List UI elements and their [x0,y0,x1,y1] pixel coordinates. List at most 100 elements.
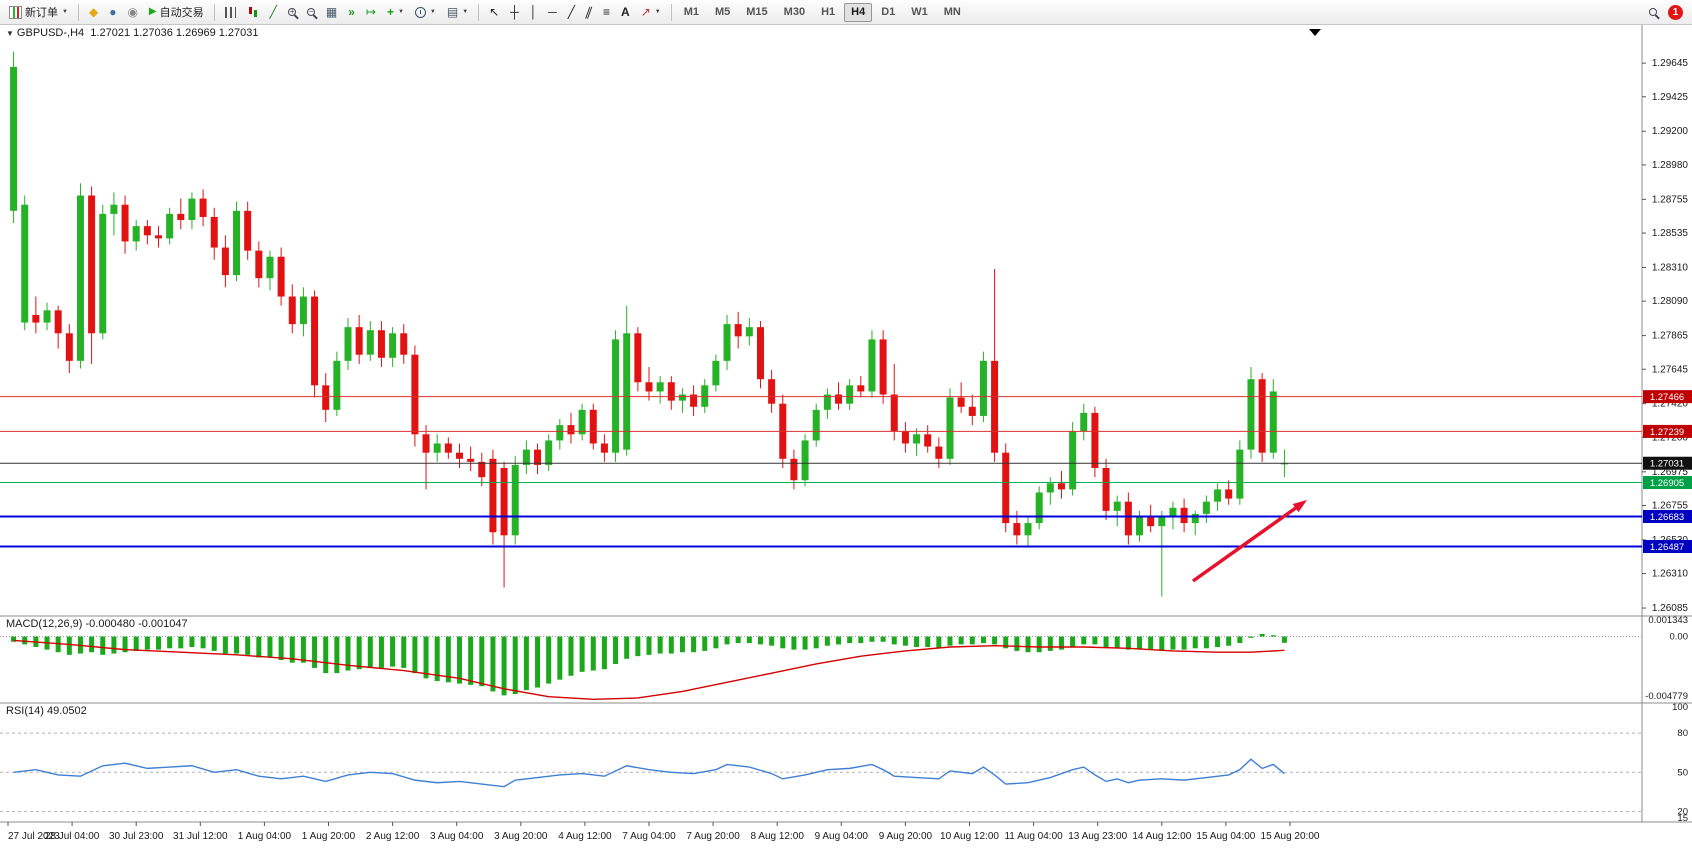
channel-button[interactable]: ∥ [581,2,597,23]
candle-body [656,382,664,392]
price-axis-label: 1.28310 [1652,262,1689,273]
macd-bar [958,636,964,645]
chart-shift-button[interactable]: ↦ [361,2,381,23]
price-flag [1643,390,1692,404]
candlestick-chart-button[interactable] [242,2,264,23]
tf-button-M5[interactable]: M5 [708,3,737,22]
tf-button-H4[interactable]: H4 [844,2,873,22]
crosshair-icon: ┼ [510,5,519,19]
price-flag-label: 1.27239 [1650,427,1684,438]
autotrading-label: 自动交易 [159,7,204,19]
symbol-label: GBPUSD-,H4 [16,27,85,39]
tile-windows-button[interactable]: ▦ [321,2,342,23]
tf-button-MN[interactable]: MN [937,3,968,22]
chart-canvas[interactable]: 1.29645 1.29425 1.29200 1.28980 1.28755 1.285… [0,25,1692,852]
tf-button-D1[interactable]: D1 [874,3,902,22]
time-axis-label: 8 Aug 12:00 [751,831,805,842]
candle-body [355,327,363,355]
candle-body [1136,516,1144,536]
candle-body [578,409,586,435]
macd-bar [847,636,853,644]
macd-bar [55,636,61,653]
trendline-button[interactable]: ╱ [563,2,580,23]
arrows-tool-button[interactable]: ↗ ▼ [636,2,666,23]
autotrading-button[interactable]: ▶ 自动交易 [144,2,209,23]
macd-bar [1270,635,1276,637]
vertical-line-icon: │ [529,5,538,19]
candle-body [1013,523,1021,536]
arrow-annotation[interactable] [1191,496,1310,583]
search-icon [1649,8,1657,16]
price-axis-label: 1.27420 [1652,399,1689,410]
candle-body [400,333,408,355]
tf-button-M30[interactable]: M30 [777,3,812,22]
accounts-button[interactable]: ● [104,2,121,23]
macd-bar [468,636,474,685]
candle-body [924,434,932,447]
indicators-button[interactable]: + ▼ [382,2,409,23]
periods-button[interactable]: ▼ [410,2,441,23]
new-order-label: 新订单 [25,7,58,19]
crosshair-button[interactable]: ┼ [505,2,524,23]
rsi-axis-label: 20 [1677,806,1688,817]
tf-button-H1[interactable]: H1 [814,3,842,22]
candle-body [612,339,620,453]
line-chart-button[interactable]: ╱ [265,2,282,23]
bar-chart-button[interactable] [220,2,241,23]
macd-bar [378,636,384,668]
zoom-out-button[interactable]: − [302,2,320,23]
macd-bar [1192,636,1198,649]
bar-chart-icon [224,6,236,18]
candle-body [76,195,84,361]
macd-bar [155,636,161,650]
zoom-in-button[interactable]: + [283,2,301,23]
fibonacci-button[interactable]: ≡ [598,2,615,23]
chart-shift-marker[interactable] [1309,29,1321,36]
collapse-icon[interactable]: ▼ [6,29,14,38]
macd-bar [89,636,95,653]
candle-body [455,452,463,459]
macd-bar [657,636,663,654]
toolbar-separator [670,3,672,21]
community-button[interactable]: ◉ [122,2,142,23]
macd-bar [1170,636,1176,650]
macd-bar [1047,636,1053,651]
macd-bar [1058,636,1064,650]
macd-label: MACD(12,26,9) [6,618,83,630]
macd-bar [100,636,106,655]
candle-body [1214,489,1222,502]
tf-button-M1[interactable]: M1 [677,3,706,22]
price-flag-label: 1.27466 [1650,392,1684,403]
candle-body [1046,483,1054,493]
macd-axis-label: 0.001343 [1648,615,1688,626]
text-tool-button[interactable]: A [616,2,635,23]
tf-button-W1[interactable]: W1 [904,3,935,22]
macd-bar [1137,636,1143,650]
candle-body [344,327,352,361]
macd-bar [1081,636,1087,645]
macd-bar [568,636,574,676]
candle-body [522,449,530,465]
macd-axis-label: 0.00 [1670,632,1689,643]
tf-button-M15[interactable]: M15 [739,3,774,22]
candle-body [244,210,252,251]
notifications-button[interactable]: 1 [1663,2,1688,23]
new-order-button[interactable]: 新订单 ▼ [4,2,73,23]
macd-bar [724,636,730,645]
macd-bar [512,636,518,695]
vertical-line-button[interactable]: │ [525,2,543,23]
cursor-button[interactable]: ↖ [484,2,504,23]
candle-body [65,333,73,361]
candle-body [132,226,140,242]
templates-button[interactable]: ▤ ▼ [442,2,473,23]
macd-bar [501,636,507,696]
plus-icon: + [386,5,394,19]
favorites-button[interactable]: ◆ [84,2,103,23]
candle-body [890,394,898,432]
horizontal-line-button[interactable]: ─ [543,2,562,23]
rsi-axis-label: 15 [1677,813,1688,824]
search-button[interactable] [1644,2,1662,23]
auto-scroll-button[interactable]: » [343,2,360,23]
macd-bar [780,636,786,649]
macd-bar [702,636,708,651]
